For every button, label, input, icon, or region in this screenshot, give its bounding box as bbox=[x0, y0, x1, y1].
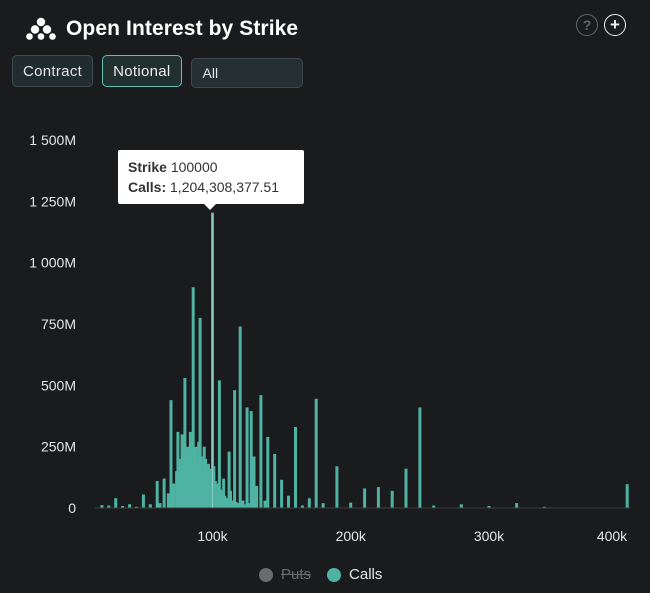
help-icon[interactable]: ? bbox=[576, 14, 598, 36]
calls-bar[interactable] bbox=[246, 503, 250, 508]
calls-bar[interactable] bbox=[107, 505, 111, 509]
calls-bar[interactable] bbox=[172, 483, 176, 509]
header: Open Interest by Strike bbox=[26, 14, 298, 44]
calls-bar[interactable] bbox=[287, 495, 290, 508]
calls-bars bbox=[100, 212, 629, 509]
calls-bar[interactable] bbox=[198, 317, 202, 508]
tooltip-arrow bbox=[204, 204, 216, 210]
calls-legend-label: Calls bbox=[349, 566, 383, 583]
calls-bar[interactable] bbox=[263, 500, 267, 508]
x-axis-ticks: 100k 200k 300k 400k bbox=[197, 528, 628, 544]
calls-bar[interactable] bbox=[155, 481, 159, 508]
calls-bar[interactable] bbox=[515, 503, 519, 508]
calls-bar[interactable] bbox=[242, 504, 246, 508]
tooltip-calls-value: 1,204,308,377.51 bbox=[170, 179, 280, 195]
tooltip-calls-label: Calls: bbox=[128, 179, 167, 195]
y-tick-label: 1 500M bbox=[29, 132, 76, 148]
calls-bar[interactable] bbox=[121, 506, 125, 508]
calls-bar[interactable] bbox=[162, 478, 166, 508]
y-tick-label: 1 000M bbox=[29, 255, 76, 271]
chart-title: Open Interest by Strike bbox=[66, 17, 299, 40]
calls-bar[interactable] bbox=[625, 484, 629, 508]
y-tick-label: 750M bbox=[41, 316, 76, 332]
x-tick-label: 400k bbox=[597, 528, 628, 544]
calls-bar[interactable] bbox=[128, 504, 132, 508]
calls-bar[interactable] bbox=[229, 490, 232, 508]
x-tick-label: 300k bbox=[474, 528, 505, 544]
calls-bar[interactable] bbox=[100, 505, 104, 508]
header-actions: ? + bbox=[576, 14, 626, 36]
calls-bar[interactable] bbox=[222, 478, 226, 508]
calls-bar[interactable] bbox=[166, 493, 170, 508]
logo-icon bbox=[26, 17, 56, 40]
calls-bar[interactable] bbox=[321, 503, 325, 508]
notional-toggle-button[interactable]: Notional bbox=[102, 55, 182, 87]
legend-item-calls[interactable]: Calls bbox=[327, 566, 382, 583]
calls-legend-dot bbox=[327, 567, 342, 582]
calls-bar[interactable] bbox=[273, 454, 277, 508]
calls-bar[interactable] bbox=[259, 395, 263, 508]
tooltip-strike-label: Strike bbox=[128, 159, 167, 175]
puts-legend-label: Puts bbox=[281, 566, 312, 583]
calls-bar[interactable] bbox=[148, 504, 152, 508]
calls-bar[interactable] bbox=[487, 506, 491, 508]
view-controls: Contract Notional All bbox=[12, 55, 303, 88]
calls-bar[interactable] bbox=[169, 400, 173, 508]
calls-bar[interactable] bbox=[114, 498, 118, 508]
calls-bar[interactable] bbox=[141, 494, 145, 509]
legend-item-puts[interactable]: Puts bbox=[259, 566, 311, 583]
x-tick-label: 100k bbox=[197, 528, 228, 544]
calls-bar[interactable] bbox=[335, 466, 339, 508]
calls-bar[interactable] bbox=[211, 212, 214, 508]
calls-bar[interactable] bbox=[183, 378, 187, 508]
calls-bar[interactable] bbox=[432, 505, 436, 509]
calls-bar[interactable] bbox=[542, 506, 546, 508]
y-tick-label: 250M bbox=[41, 439, 76, 455]
calls-bar[interactable] bbox=[266, 436, 270, 508]
calls-bar[interactable] bbox=[227, 451, 231, 508]
calls-bar[interactable] bbox=[191, 287, 195, 508]
calls-bar[interactable] bbox=[300, 505, 304, 509]
y-tick-label: 0 bbox=[68, 500, 76, 516]
contract-toggle-button[interactable]: Contract bbox=[12, 55, 94, 87]
calls-bar[interactable] bbox=[294, 427, 297, 508]
calls-bar[interactable] bbox=[459, 504, 463, 508]
calls-bar[interactable] bbox=[238, 326, 242, 509]
expiry-select[interactable]: All bbox=[190, 58, 303, 88]
calls-bar[interactable] bbox=[376, 487, 380, 508]
calls-bar[interactable] bbox=[404, 468, 408, 508]
calls-bar[interactable] bbox=[307, 498, 311, 508]
calls-bar[interactable] bbox=[314, 398, 318, 508]
calls-bar[interactable] bbox=[390, 490, 394, 508]
calls-bar[interactable] bbox=[252, 456, 256, 509]
calls-bar[interactable] bbox=[158, 503, 162, 508]
y-tick-label: 1 250M bbox=[29, 193, 76, 209]
tooltip-strike-value: 100000 bbox=[170, 159, 218, 175]
calls-bar[interactable] bbox=[135, 506, 138, 508]
calls-bar[interactable] bbox=[217, 380, 221, 508]
x-tick-label: 200k bbox=[336, 528, 367, 544]
calls-bar[interactable] bbox=[255, 485, 259, 508]
calls-bar[interactable] bbox=[418, 407, 422, 508]
y-tick-label: 500M bbox=[41, 377, 76, 393]
tooltip-calls-row: Calls: 1,204,308,377.51 bbox=[128, 177, 294, 197]
calls-bar[interactable] bbox=[349, 502, 353, 508]
tooltip-strike-row: Strike 100000 bbox=[128, 157, 294, 177]
puts-legend-dot bbox=[259, 567, 273, 582]
calls-bar[interactable] bbox=[363, 488, 367, 508]
calls-bar[interactable] bbox=[280, 479, 284, 508]
calls-bar[interactable] bbox=[245, 407, 249, 508]
y-axis-ticks: 0 250M 500M 750M 1 000M 1 250M 1 500M bbox=[29, 132, 76, 516]
hover-tooltip: Strike 100000 Calls: 1,204,308,377.51 bbox=[118, 150, 304, 204]
calls-bar[interactable] bbox=[233, 390, 237, 508]
calls-bar[interactable] bbox=[249, 411, 253, 508]
add-icon[interactable]: + bbox=[604, 14, 626, 36]
chart-legend: Puts Calls bbox=[259, 566, 382, 583]
